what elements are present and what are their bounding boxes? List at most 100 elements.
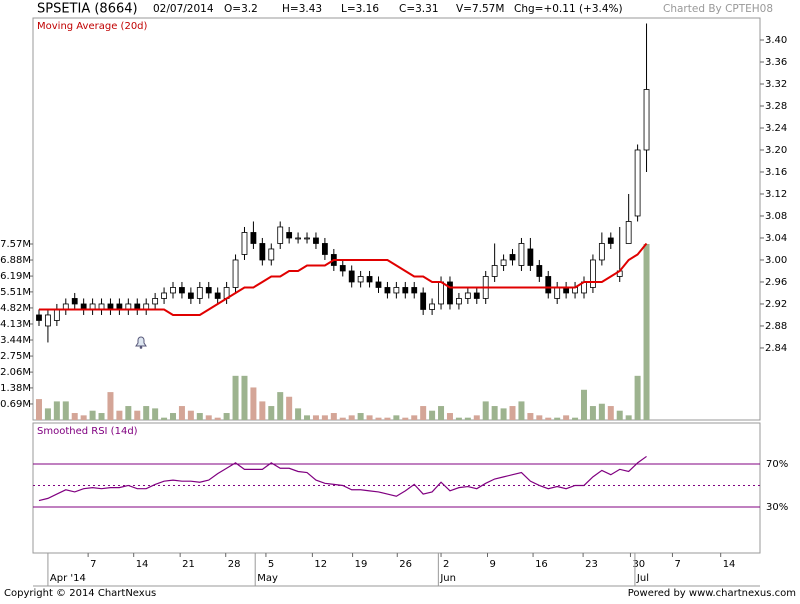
volume-bar — [491, 406, 498, 420]
volume-bar — [643, 243, 650, 420]
y-tick-label: 2.84 — [765, 343, 787, 354]
candle-body — [545, 276, 552, 294]
candle-body — [625, 221, 632, 244]
volume-bar — [339, 417, 346, 420]
volume-bar — [482, 401, 489, 420]
candle-body — [71, 298, 78, 305]
candle-body — [45, 314, 51, 327]
volume-bar — [357, 413, 364, 420]
footer-right: Powered by www.chartnexus.com — [628, 588, 796, 599]
volume-bar — [411, 415, 418, 420]
candle-body — [214, 292, 221, 299]
candle-body — [598, 243, 605, 261]
volume-bar — [429, 410, 436, 420]
candle-body — [179, 287, 185, 294]
footer-left: Copyright © 2014 ChartNexus — [4, 588, 156, 599]
volume-bar — [321, 415, 328, 420]
candle-body — [500, 259, 507, 266]
candle-body — [402, 287, 409, 294]
volume-bar — [196, 413, 203, 420]
candle-body — [348, 270, 355, 283]
volume-bar — [634, 375, 641, 420]
candle-body — [429, 303, 436, 310]
header-item: V=7.57M — [456, 3, 504, 15]
volume-bar — [223, 413, 230, 420]
volume-bar — [35, 399, 42, 420]
volume-bar — [116, 410, 123, 420]
volume-bar — [241, 375, 248, 420]
y-tick-label: 3.36 — [765, 57, 787, 68]
y-tick-label: 3.20 — [765, 145, 787, 156]
candle-body — [420, 292, 427, 310]
candle-body — [286, 232, 293, 239]
volume-bar — [393, 415, 400, 420]
candle-body — [357, 276, 364, 283]
month-label: May — [257, 573, 278, 584]
chart-title: SPSETIA (8664) — [37, 2, 138, 17]
x-tick-label: 16 — [535, 559, 548, 570]
volume-bar — [438, 406, 445, 420]
volume-bar — [98, 413, 105, 420]
volume-bar — [420, 406, 427, 420]
candle-body — [232, 259, 239, 288]
volume-bar — [107, 392, 114, 420]
candle-body — [53, 309, 60, 321]
x-tick-label: 14 — [136, 559, 149, 570]
volume-bar — [187, 410, 194, 420]
x-tick-label: 21 — [182, 559, 195, 570]
volume-bar — [536, 415, 543, 420]
volume-bar — [143, 406, 150, 420]
moving-average-line — [38, 242, 648, 316]
candle-body — [277, 226, 284, 244]
y-tick-label: 3.24 — [765, 123, 787, 134]
candle-body — [384, 287, 391, 294]
candle-body — [250, 232, 257, 244]
volume-bar — [89, 410, 96, 420]
candle-body — [509, 254, 516, 261]
x-tick-label: 5 — [268, 559, 274, 570]
candle-body — [321, 243, 328, 255]
volume-bar — [348, 415, 355, 420]
candle-body — [304, 237, 310, 240]
y-tick-label: 3.12 — [765, 189, 787, 200]
volume-bar — [259, 401, 266, 420]
volume-bar — [134, 410, 141, 420]
volume-bar — [250, 387, 257, 420]
x-tick-label: 30 — [632, 559, 645, 570]
candle-body — [473, 292, 480, 299]
volume-bar — [277, 392, 284, 420]
candle-body — [447, 281, 453, 305]
candle-body — [375, 281, 382, 288]
volume-bar — [304, 415, 311, 420]
volume-bar — [527, 413, 534, 420]
volume-bar — [53, 401, 60, 420]
volume-bar — [205, 415, 212, 420]
volume-bar — [509, 406, 516, 420]
x-tick-label: 9 — [489, 559, 495, 570]
volume-bar — [464, 417, 471, 420]
y-tick-label: 2.92 — [765, 299, 787, 310]
x-tick-label: 7 — [674, 559, 680, 570]
volume-bar — [572, 417, 579, 420]
x-tick-label: 2 — [443, 559, 449, 570]
volume-bar — [125, 406, 132, 420]
volume-tick-label: 3.44M — [0, 335, 31, 346]
volume-bar — [616, 410, 623, 420]
header-item: O=3.2 — [224, 3, 258, 15]
candle-body — [590, 259, 596, 288]
y-tick-label: 3.16 — [765, 167, 787, 178]
rsi-panel — [32, 422, 761, 554]
volume-bar — [62, 401, 69, 420]
volume-tick-label: 2.75M — [0, 351, 31, 362]
candle-body — [339, 265, 346, 272]
candle-body — [36, 314, 42, 321]
candle-body — [366, 276, 373, 283]
candle-body — [241, 232, 248, 255]
volume-bar — [589, 406, 596, 420]
ma-label: Moving Average (20d) — [37, 21, 148, 32]
volume-bar — [545, 417, 552, 420]
volume-tick-label: 4.13M — [0, 319, 31, 330]
volume-bar — [518, 401, 525, 420]
volume-tick-label: 0.69M — [0, 399, 31, 410]
